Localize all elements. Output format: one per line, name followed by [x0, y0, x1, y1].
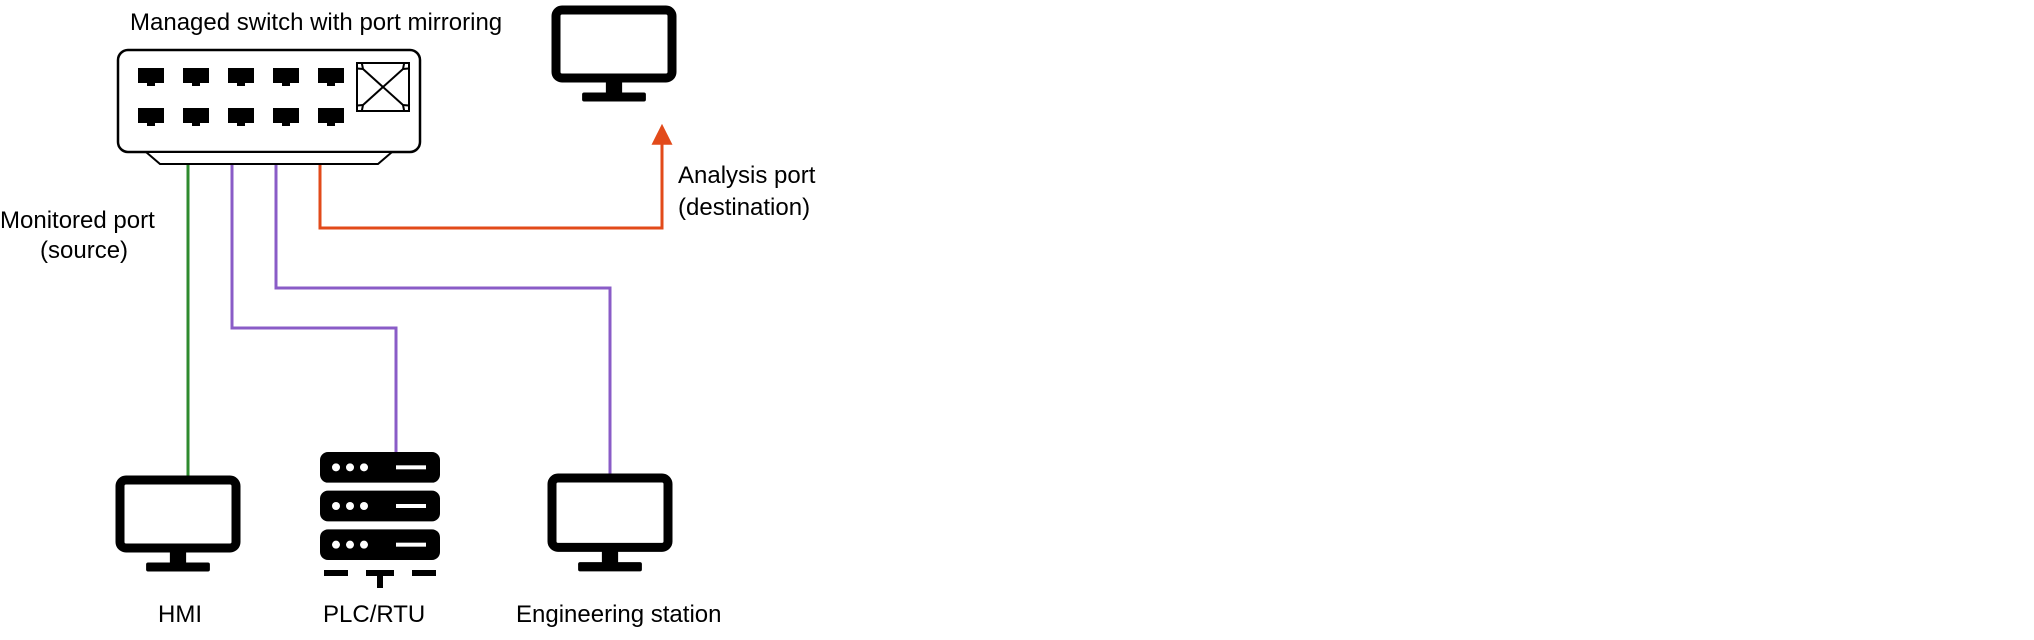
switch-port: [138, 68, 164, 83]
switch-port: [183, 68, 209, 83]
analysis-port-label: Analysis port: [678, 161, 815, 191]
switch-port: [318, 108, 344, 123]
plc-label: PLC/RTU: [323, 600, 425, 630]
analysis-destination-label: (destination): [678, 193, 810, 223]
plc-server-icon: [320, 452, 440, 588]
hmi-monitor-icon: [120, 480, 236, 572]
analysis-monitor-icon: [556, 10, 672, 102]
engineering-monitor-icon: [552, 478, 668, 571]
managed-switch-icon: [118, 50, 420, 164]
switch-port: [138, 108, 164, 123]
cable-eng-cable: [276, 124, 610, 478]
switch-port: [273, 68, 299, 83]
monitored-port-label: Monitored port (source): [0, 206, 155, 266]
switch-port: [228, 108, 254, 123]
switch-port: [273, 108, 299, 123]
switch-port: [318, 68, 344, 83]
diagram-stage: Managed switch with port mirroring Monit…: [0, 0, 2034, 640]
hmi-label: HMI: [158, 600, 202, 630]
switch-port: [228, 68, 254, 83]
engineering-station-label: Engineering station: [516, 600, 721, 630]
network-diagram-svg: [0, 0, 2034, 640]
switch-title-label: Managed switch with port mirroring: [130, 8, 502, 38]
switch-port: [183, 108, 209, 123]
